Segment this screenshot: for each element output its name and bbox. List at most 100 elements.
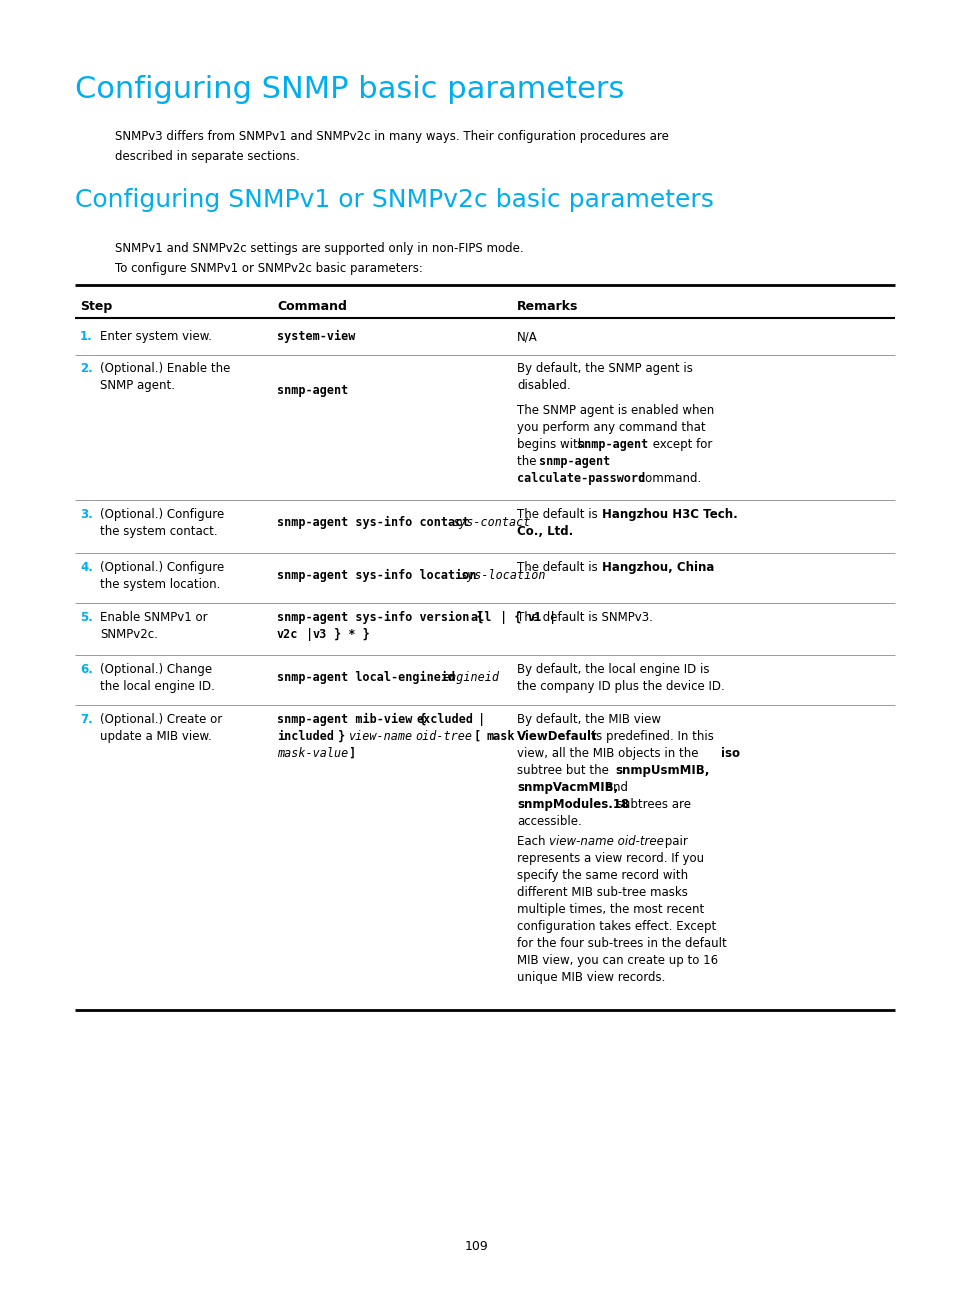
Text: |: | xyxy=(298,629,320,642)
Text: calculate-password: calculate-password xyxy=(517,472,644,485)
Text: view, all the MIB objects in the: view, all the MIB objects in the xyxy=(517,746,701,759)
Text: Remarks: Remarks xyxy=(517,299,578,314)
Text: 4.: 4. xyxy=(80,561,92,574)
Text: Enter system view.: Enter system view. xyxy=(100,330,212,343)
Text: different MIB sub-tree masks: different MIB sub-tree masks xyxy=(517,886,687,899)
Text: included: included xyxy=(276,730,334,743)
Text: the system location.: the system location. xyxy=(100,578,220,591)
Text: configuration takes effect. Except: configuration takes effect. Except xyxy=(517,920,716,933)
Text: Co., Ltd.: Co., Ltd. xyxy=(517,525,573,538)
Text: |: | xyxy=(471,713,485,726)
Text: pair: pair xyxy=(660,835,687,848)
Text: the local engine ID.: the local engine ID. xyxy=(100,680,214,693)
Text: sys-contact: sys-contact xyxy=(452,516,530,529)
Text: (Optional.) Create or: (Optional.) Create or xyxy=(100,713,222,726)
Text: update a MIB view.: update a MIB view. xyxy=(100,730,212,743)
Text: v2c: v2c xyxy=(276,629,298,642)
Text: (Optional.) Configure: (Optional.) Configure xyxy=(100,508,224,521)
Text: ]: ] xyxy=(341,746,355,759)
Text: and: and xyxy=(601,781,627,794)
Text: represents a view record. If you: represents a view record. If you xyxy=(517,851,703,864)
Text: excluded: excluded xyxy=(416,713,474,726)
Text: snmp-agent mib-view {: snmp-agent mib-view { xyxy=(276,713,434,726)
Text: oid-tree: oid-tree xyxy=(415,730,472,743)
Text: Step: Step xyxy=(80,299,112,314)
Text: snmp-agent local-engineid: snmp-agent local-engineid xyxy=(276,671,462,684)
Text: system-view: system-view xyxy=(276,330,355,343)
Text: described in separate sections.: described in separate sections. xyxy=(115,150,299,163)
Text: To configure SNMPv1 or SNMPv2c basic parameters:: To configure SNMPv1 or SNMPv2c basic par… xyxy=(115,262,422,275)
Text: 109: 109 xyxy=(465,1240,488,1253)
Text: Hangzhou, China: Hangzhou, China xyxy=(601,561,714,574)
Text: view-name: view-name xyxy=(349,730,413,743)
Text: subtrees are: subtrees are xyxy=(613,798,690,811)
Text: snmp-agent sys-info location: snmp-agent sys-info location xyxy=(276,569,483,582)
Text: SNMPv3 differs from SNMPv1 and SNMPv2c in many ways. Their configuration procedu: SNMPv3 differs from SNMPv1 and SNMPv2c i… xyxy=(115,130,668,143)
Text: Enable SNMPv1 or: Enable SNMPv1 or xyxy=(100,610,208,623)
Text: [: [ xyxy=(467,730,488,743)
Text: } * }: } * } xyxy=(327,629,370,642)
Text: By default, the MIB view: By default, the MIB view xyxy=(517,713,660,726)
Text: you perform any command that: you perform any command that xyxy=(517,421,705,434)
Text: snmpUsmMIB,: snmpUsmMIB, xyxy=(615,765,709,778)
Text: snmp-agent: snmp-agent xyxy=(577,438,648,451)
Text: the: the xyxy=(517,455,539,468)
Text: N/A: N/A xyxy=(517,330,537,343)
Text: except for: except for xyxy=(648,438,712,451)
Text: unique MIB view records.: unique MIB view records. xyxy=(517,971,664,984)
Text: MIB view, you can create up to 16: MIB view, you can create up to 16 xyxy=(517,954,718,967)
Text: The default is: The default is xyxy=(517,508,601,521)
Text: v3: v3 xyxy=(313,629,327,642)
Text: specify the same record with: specify the same record with xyxy=(517,870,687,883)
Text: snmp-agent: snmp-agent xyxy=(538,455,610,468)
Text: Each: Each xyxy=(517,835,549,848)
Text: Configuring SNMP basic parameters: Configuring SNMP basic parameters xyxy=(75,75,623,104)
Text: snmpModules.18: snmpModules.18 xyxy=(517,798,629,811)
Text: |: | xyxy=(541,610,556,623)
Text: (Optional.) Enable the: (Optional.) Enable the xyxy=(100,362,230,375)
Text: all: all xyxy=(471,610,492,623)
Text: By default, the local engine ID is: By default, the local engine ID is xyxy=(517,664,709,677)
Text: 5.: 5. xyxy=(80,610,92,623)
Text: SNMP agent.: SNMP agent. xyxy=(100,378,174,391)
Text: 3.: 3. xyxy=(80,508,92,521)
Text: the system contact.: the system contact. xyxy=(100,525,217,538)
Text: mask: mask xyxy=(486,730,515,743)
Text: snmpVacmMIB,: snmpVacmMIB, xyxy=(517,781,618,794)
Text: accessible.: accessible. xyxy=(517,815,581,828)
Text: is predefined. In this: is predefined. In this xyxy=(588,730,713,743)
Text: snmp-agent sys-info version {: snmp-agent sys-info version { xyxy=(276,610,490,625)
Text: sys-location: sys-location xyxy=(459,569,545,582)
Text: 1.: 1. xyxy=(80,330,92,343)
Text: The default is SNMPv3.: The default is SNMPv3. xyxy=(517,610,652,623)
Text: snmp-agent: snmp-agent xyxy=(276,384,348,397)
Text: Command: Command xyxy=(276,299,347,314)
Text: SNMPv1 and SNMPv2c settings are supported only in non-FIPS mode.: SNMPv1 and SNMPv2c settings are supporte… xyxy=(115,242,523,255)
Text: v1: v1 xyxy=(527,610,541,623)
Text: The default is: The default is xyxy=(517,561,601,574)
Text: Hangzhou H3C Tech.: Hangzhou H3C Tech. xyxy=(601,508,737,521)
Text: view-name oid-tree: view-name oid-tree xyxy=(548,835,663,848)
Text: 7.: 7. xyxy=(80,713,92,726)
Text: .: . xyxy=(701,561,705,574)
Text: (Optional.) Configure: (Optional.) Configure xyxy=(100,561,224,574)
Text: | {: | { xyxy=(493,610,528,623)
Text: disabled.: disabled. xyxy=(517,378,570,391)
Text: ViewDefault: ViewDefault xyxy=(517,730,597,743)
Text: mask-value: mask-value xyxy=(276,746,348,759)
Text: command.: command. xyxy=(635,472,700,485)
Text: the company ID plus the device ID.: the company ID plus the device ID. xyxy=(517,680,724,693)
Text: 6.: 6. xyxy=(80,664,92,677)
Text: begins with: begins with xyxy=(517,438,588,451)
Text: }: } xyxy=(331,730,352,743)
Text: subtree but the: subtree but the xyxy=(517,765,612,778)
Text: engineid: engineid xyxy=(441,671,498,684)
Text: for the four sub-trees in the default: for the four sub-trees in the default xyxy=(517,937,726,950)
Text: (Optional.) Change: (Optional.) Change xyxy=(100,664,212,677)
Text: multiple times, the most recent: multiple times, the most recent xyxy=(517,903,703,916)
Text: The SNMP agent is enabled when: The SNMP agent is enabled when xyxy=(517,404,714,417)
Text: Configuring SNMPv1 or SNMPv2c basic parameters: Configuring SNMPv1 or SNMPv2c basic para… xyxy=(75,188,713,213)
Text: SNMPv2c.: SNMPv2c. xyxy=(100,629,157,642)
Text: snmp-agent sys-info contact: snmp-agent sys-info contact xyxy=(276,516,476,529)
Text: By default, the SNMP agent is: By default, the SNMP agent is xyxy=(517,362,692,375)
